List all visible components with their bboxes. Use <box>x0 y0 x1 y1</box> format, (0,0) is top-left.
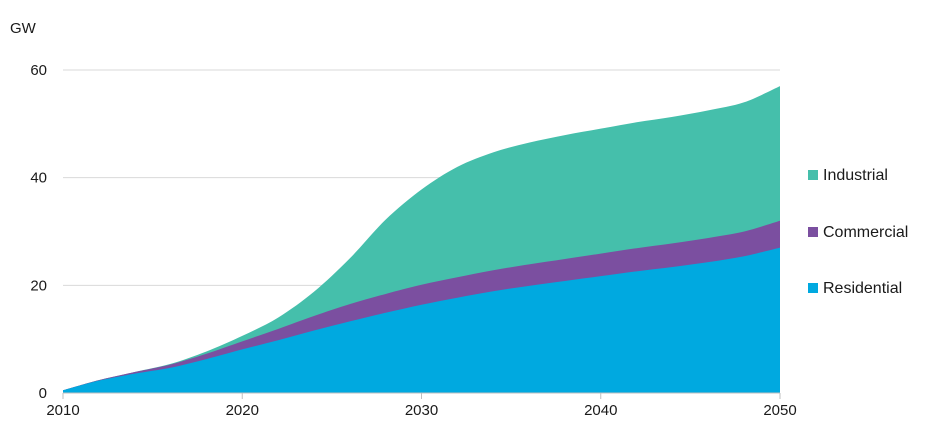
legend-label-commercial: Commercial <box>823 224 908 241</box>
x-tick-label: 2030 <box>405 402 438 419</box>
y-tick-label: 0 <box>39 385 47 402</box>
y-tick-label: 40 <box>30 170 47 187</box>
y-tick-label: 20 <box>30 277 47 294</box>
legend-swatch-commercial <box>808 227 818 237</box>
legend: Industrial Commercial Residential <box>808 167 908 297</box>
y-axis-title: GW <box>10 20 37 37</box>
x-tick-label: 2050 <box>763 402 796 419</box>
area-residential <box>63 247 780 393</box>
x-tick-label: 2020 <box>226 402 259 419</box>
x-tick-label: 2040 <box>584 402 617 419</box>
y-tick-label: 60 <box>30 62 47 79</box>
legend-swatch-industrial <box>808 170 818 180</box>
legend-label-residential: Residential <box>823 280 902 297</box>
x-tick-label: 2010 <box>46 402 79 419</box>
legend-swatch-residential <box>808 283 818 293</box>
legend-label-industrial: Industrial <box>823 167 888 184</box>
plot-areas <box>63 86 780 394</box>
